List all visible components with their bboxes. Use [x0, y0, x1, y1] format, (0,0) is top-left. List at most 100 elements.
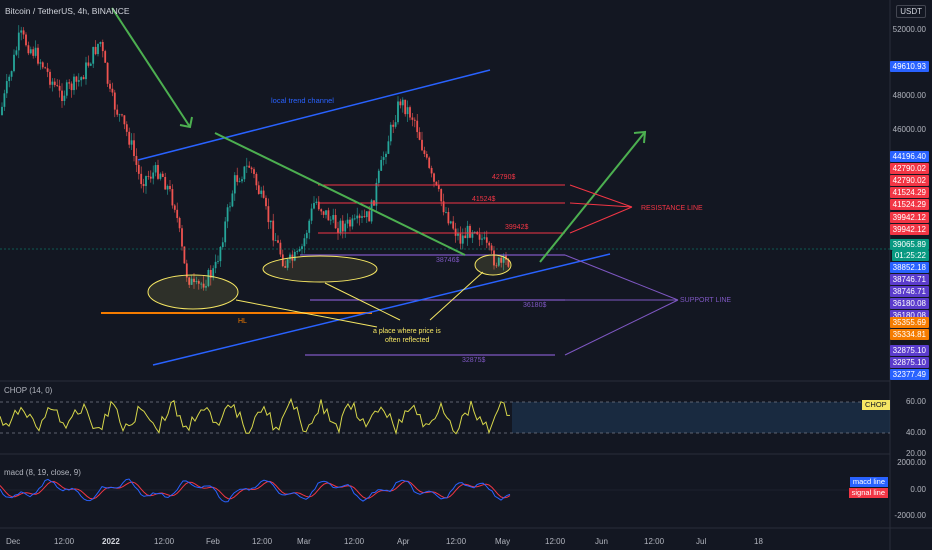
- candle-body: [224, 221, 227, 243]
- candle-body: [121, 114, 123, 116]
- candle-body: [380, 159, 383, 171]
- candle-body: [243, 166, 246, 180]
- candle-body: [58, 85, 61, 91]
- time-axis-tick: Jun: [595, 537, 608, 546]
- candle-body: [469, 225, 471, 238]
- candle-body: [281, 254, 284, 267]
- candle-body: [229, 206, 231, 208]
- candle-body: [166, 185, 169, 190]
- macd-indicator-label[interactable]: macd (8, 19, close, 9): [4, 468, 81, 477]
- candle-body: [113, 92, 116, 110]
- candle-body: [507, 259, 510, 267]
- candle-body: [322, 211, 325, 215]
- price-tag: 39065.89: [889, 239, 929, 250]
- candle-body: [495, 265, 498, 267]
- candle-body: [193, 278, 195, 283]
- candle-body: [483, 237, 486, 239]
- time-axis-tick: 12:00: [344, 537, 365, 546]
- candle-body: [178, 217, 181, 229]
- level-label-36180: 36180$: [523, 302, 547, 309]
- candle-body: [61, 90, 63, 101]
- chop-axis-20: 20.00: [905, 449, 926, 458]
- currency-badge[interactable]: USDT: [896, 5, 926, 18]
- price-tag: 39942.12: [889, 224, 929, 235]
- candle-body: [428, 157, 431, 168]
- candle-body: [337, 228, 339, 233]
- candle-body: [327, 210, 330, 221]
- candle-body: [260, 190, 263, 194]
- candle-body: [464, 235, 467, 239]
- candle-body: [399, 101, 402, 106]
- time-axis-tick: May: [495, 537, 511, 546]
- level-label-39942: 39942$: [505, 224, 529, 231]
- candle-body: [152, 172, 155, 179]
- candle-body: [269, 220, 272, 223]
- candle-body: [262, 190, 265, 198]
- candle-body: [387, 141, 390, 154]
- resistance-callout: [569, 184, 633, 234]
- candle-body: [358, 215, 361, 218]
- candle-body: [37, 47, 39, 64]
- candle-body: [447, 212, 450, 224]
- candle-body: [51, 81, 54, 85]
- candle-body: [183, 246, 186, 264]
- time-axis-tick: 18: [754, 537, 763, 546]
- support-callout: [564, 254, 679, 356]
- macd-axis-0: 0.00: [910, 485, 926, 494]
- candle-body: [140, 173, 143, 184]
- candle-body: [171, 189, 174, 206]
- candle-body: [497, 257, 500, 266]
- candle-body: [449, 221, 452, 224]
- channel-label: local trend channel: [271, 96, 334, 105]
- candle-body: [466, 225, 469, 239]
- candle-body: [279, 242, 282, 255]
- candle-body: [241, 179, 243, 182]
- symbol-title[interactable]: Bitcoin / TetherUS, 4h, BINANCE: [5, 6, 130, 16]
- candle-body: [70, 83, 73, 91]
- candle-body: [207, 269, 210, 287]
- candle-body: [317, 201, 320, 210]
- note-text-line1: a place where price is: [373, 328, 441, 335]
- candle-body: [135, 155, 138, 165]
- candle-body: [296, 251, 299, 252]
- candle-body: [118, 114, 121, 116]
- candle-body: [305, 232, 308, 239]
- candle-body: [80, 77, 83, 81]
- candle-body: [221, 242, 224, 248]
- candle-body: [344, 223, 347, 232]
- time-axis-tick: 12:00: [644, 537, 665, 546]
- candle-body: [325, 210, 327, 215]
- candle-body: [433, 173, 435, 182]
- candle-body: [34, 47, 37, 56]
- candle-body: [104, 51, 107, 63]
- candle-body: [142, 183, 145, 187]
- candle-body: [173, 205, 176, 210]
- candle-body: [3, 93, 6, 107]
- time-axis-tick: Jul: [696, 537, 707, 546]
- candle-body: [73, 76, 75, 91]
- candle-body: [41, 62, 44, 68]
- candle-body: [409, 107, 411, 118]
- candle-body: [341, 220, 344, 232]
- candle-body: [89, 63, 92, 66]
- candle-body: [137, 164, 140, 174]
- candle-body: [423, 150, 426, 154]
- macd-axis-2000: 2000.00: [897, 458, 926, 467]
- chop-indicator-label[interactable]: CHOP (14, 0): [4, 386, 53, 395]
- candle-body: [87, 62, 90, 66]
- candle-body: [303, 238, 306, 247]
- candle-body: [130, 140, 133, 145]
- candle-body: [365, 211, 368, 218]
- price-tag: 44196.40: [889, 151, 929, 162]
- candle-body: [202, 283, 205, 288]
- candle-body: [5, 81, 8, 94]
- candle-body: [101, 42, 104, 52]
- time-axis-tick: Dec: [6, 537, 21, 546]
- candle-body: [92, 46, 95, 64]
- candle-body: [27, 45, 30, 54]
- candle-body: [329, 219, 332, 221]
- candle-body: [161, 173, 164, 177]
- candle-body: [17, 32, 20, 51]
- candle-body: [217, 261, 219, 262]
